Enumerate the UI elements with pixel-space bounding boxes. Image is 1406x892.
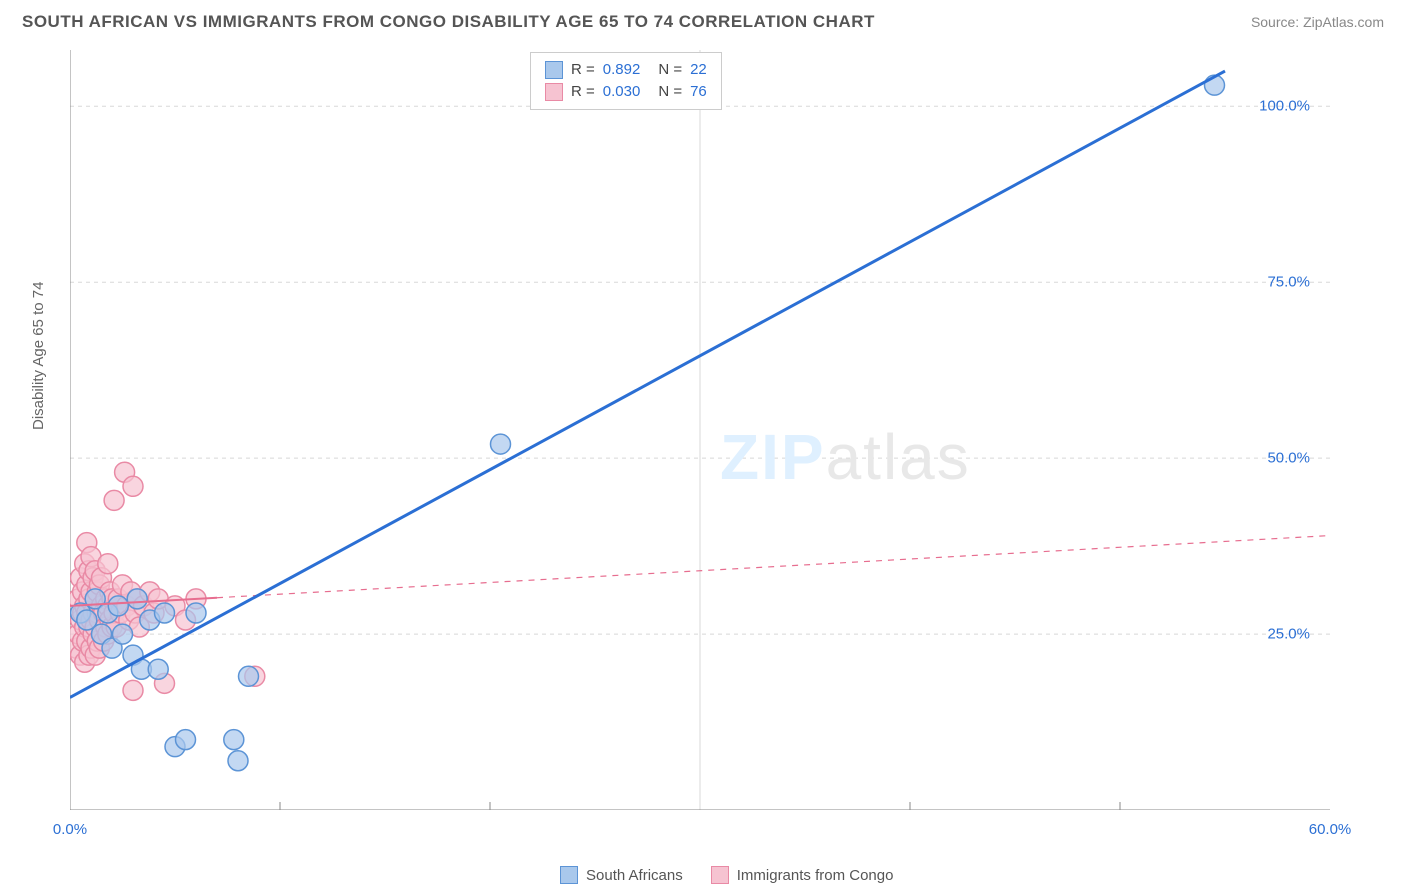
legend-n-label-0: N = — [658, 59, 682, 81]
legend-n-value-1: 76 — [690, 81, 707, 103]
legend-swatch-0 — [545, 61, 563, 79]
y-tick-label: 100.0% — [1259, 98, 1310, 115]
legend-r-value-0: 0.892 — [603, 59, 641, 81]
legend-stats: R = 0.892 N = 22 R = 0.030 N = 76 — [530, 52, 722, 110]
chart-plot — [70, 50, 1330, 810]
y-tick-label: 25.0% — [1267, 626, 1310, 643]
legend-label-1: Immigrants from Congo — [737, 867, 894, 884]
y-tick-label: 75.0% — [1267, 274, 1310, 291]
legend-label-0: South Africans — [586, 867, 683, 884]
legend-stats-row-1: R = 0.030 N = 76 — [545, 81, 707, 103]
chart-header: SOUTH AFRICAN VS IMMIGRANTS FROM CONGO D… — [22, 12, 1384, 32]
legend-r-label-1: R = — [571, 81, 595, 103]
legend-n-value-0: 22 — [690, 59, 707, 81]
legend-n-label-1: N = — [658, 81, 682, 103]
legend-r-value-1: 0.030 — [603, 81, 641, 103]
x-tick-label: 60.0% — [1309, 821, 1352, 838]
legend-r-label-0: R = — [571, 59, 595, 81]
y-tick-label: 50.0% — [1267, 450, 1310, 467]
chart-area — [70, 50, 1330, 810]
legend-item-1: Immigrants from Congo — [711, 866, 894, 884]
chart-title: SOUTH AFRICAN VS IMMIGRANTS FROM CONGO D… — [22, 12, 875, 32]
source-attribution: Source: ZipAtlas.com — [1251, 14, 1384, 30]
y-axis-label: Disability Age 65 to 74 — [30, 282, 47, 430]
legend-swatch-series-1 — [711, 866, 729, 884]
x-tick-label: 0.0% — [53, 821, 87, 838]
legend-item-0: South Africans — [560, 866, 683, 884]
legend-swatch-1 — [545, 83, 563, 101]
legend-swatch-series-0 — [560, 866, 578, 884]
legend-stats-row-0: R = 0.892 N = 22 — [545, 59, 707, 81]
legend-series: South Africans Immigrants from Congo — [560, 866, 893, 884]
